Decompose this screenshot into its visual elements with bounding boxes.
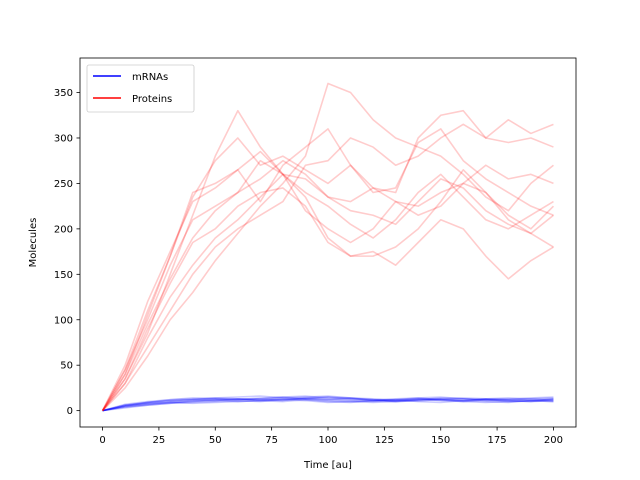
series-line-mrnas-2 (102, 396, 554, 412)
y-tick-label: 300 (54, 133, 73, 144)
x-tick-label: 50 (209, 435, 222, 446)
legend-label-mrnas: mRNAs (132, 72, 168, 83)
series-line-proteins-18 (101, 187, 554, 412)
x-tick-label: 75 (265, 435, 278, 446)
series-line-mrnas-9 (102, 398, 554, 412)
x-tick-label: 175 (488, 435, 507, 446)
x-tick-label: 0 (99, 435, 105, 446)
y-axis-label: Molecules (28, 218, 39, 268)
y-axis: 0 50 100 150 200 250 300 350 (54, 88, 80, 417)
x-tick-label: 125 (375, 435, 394, 446)
x-tick-label: 200 (544, 435, 563, 446)
series-line-mrnas-7 (102, 397, 554, 412)
legend: mRNAs Proteins (86, 64, 195, 113)
series-line-proteins-15 (101, 82, 554, 412)
x-tick-label: 100 (318, 435, 337, 446)
series-line-mrnas-3 (102, 398, 554, 412)
series-line-mrnas-10 (102, 395, 554, 412)
x-tick-label: 150 (431, 435, 450, 446)
y-tick-label: 0 (67, 406, 73, 417)
y-tick-label: 250 (54, 179, 73, 190)
series-line-proteins-13 (101, 123, 554, 412)
series-layer (101, 82, 555, 412)
series-line-proteins-12 (101, 128, 554, 412)
y-tick-label: 150 (54, 270, 73, 281)
series-line-proteins-14 (101, 109, 554, 411)
series-line-mrnas-5 (102, 398, 554, 412)
x-tick-label: 25 (153, 435, 166, 446)
series-line-mrnas-6 (102, 397, 554, 412)
y-tick-label: 100 (54, 315, 73, 326)
series-line-proteins-20 (101, 173, 554, 412)
x-axis: 0 25 50 75 100 125 150 175 200 (99, 427, 563, 446)
y-tick-label: 200 (54, 224, 73, 235)
y-tick-label: 50 (60, 361, 73, 372)
x-axis-label: Time [au] (303, 460, 352, 471)
series-line-proteins-19 (101, 150, 554, 412)
legend-label-proteins: Proteins (132, 94, 172, 105)
series-line-mrnas-8 (102, 395, 554, 412)
series-line-mrnas-4 (102, 395, 554, 412)
series-line-proteins-16 (101, 159, 555, 412)
series-line-proteins-17 (101, 159, 554, 412)
series-line-proteins-11 (101, 109, 554, 412)
series-line-mrnas-1 (102, 396, 554, 412)
y-tick-label: 350 (54, 88, 73, 99)
